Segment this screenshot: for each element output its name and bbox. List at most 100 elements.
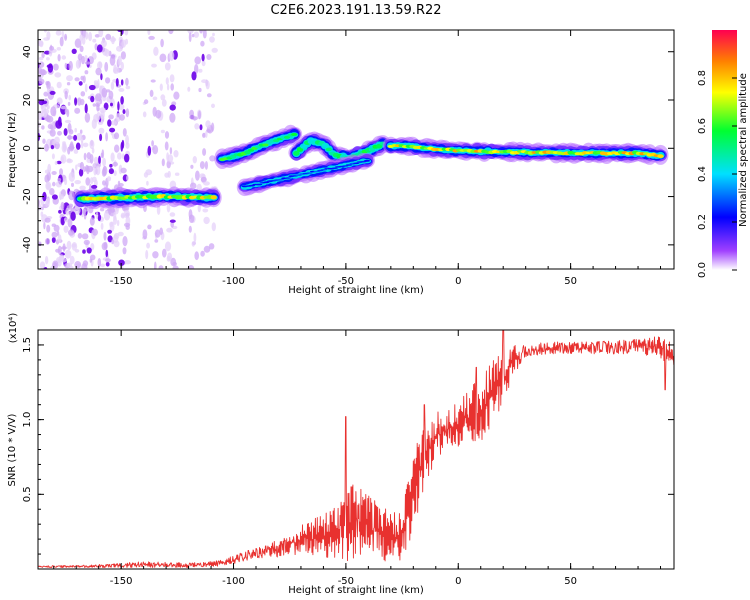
noise-speckle	[100, 222, 104, 230]
noise-speckle	[212, 32, 215, 37]
noise-speckle	[169, 112, 176, 123]
noise-speckle	[109, 163, 113, 168]
noise-speckle	[113, 215, 117, 225]
noise-speckle	[84, 70, 89, 75]
y-tick-label: 1.5	[22, 337, 33, 353]
noise-speckle	[110, 102, 113, 107]
noise-speckle	[56, 160, 62, 165]
noise-speckle	[88, 84, 96, 91]
noise-speckle	[105, 261, 110, 267]
noise-speckle	[69, 255, 75, 265]
noise-speckle	[194, 251, 199, 261]
noise-speckle	[80, 136, 84, 143]
noise-speckle	[83, 142, 89, 148]
noise-speckle	[209, 155, 216, 162]
noise-speckle	[206, 54, 212, 60]
x-tick-label: -150	[110, 576, 133, 587]
noise-speckle	[198, 87, 202, 93]
noise-speckle	[71, 182, 74, 187]
noise-speckle	[202, 148, 207, 156]
noise-speckle	[64, 90, 68, 100]
noise-speckle	[49, 188, 55, 196]
noise-speckle	[44, 256, 49, 265]
noise-speckle	[114, 144, 120, 153]
noise-speckle	[52, 181, 56, 187]
noise-speckle	[55, 180, 63, 188]
noise-speckle	[96, 44, 103, 53]
noise-speckle	[56, 81, 62, 89]
noise-speckle	[125, 134, 129, 145]
noise-speckle	[77, 97, 82, 106]
noise-speckle	[105, 132, 108, 142]
noise-speckle	[113, 170, 117, 177]
noise-speckle	[92, 228, 98, 236]
y-tick-label: -20	[22, 188, 33, 204]
ridge-cell	[322, 143, 329, 147]
noise-speckle	[172, 265, 179, 269]
noise-speckle	[45, 114, 51, 123]
colorbar-tick-label: 0.4	[697, 166, 708, 182]
noise-speckle	[161, 158, 165, 167]
noise-speckle	[121, 39, 127, 48]
noise-speckle	[211, 103, 215, 109]
noise-speckle	[199, 161, 205, 170]
noise-speckle	[89, 139, 95, 150]
noise-speckle	[162, 248, 167, 258]
noise-speckle	[80, 91, 86, 97]
noise-speckle	[151, 140, 155, 147]
noise-speckle	[203, 245, 211, 253]
noise-speckle	[102, 165, 108, 176]
noise-speckle	[59, 168, 63, 176]
ridge-cell	[248, 184, 256, 187]
noise-speckle	[169, 147, 173, 155]
noise-speckle	[160, 94, 166, 101]
noise-speckle	[194, 56, 201, 65]
noise-speckle	[102, 157, 106, 167]
noise-speckle	[108, 114, 114, 120]
x-tick-label: 0	[455, 576, 461, 587]
noise-speckle	[147, 224, 152, 230]
noise-speckle	[73, 205, 81, 215]
noise-speckle	[169, 212, 176, 217]
noise-speckle	[51, 237, 56, 243]
noise-speckle	[120, 141, 124, 152]
noise-speckle	[67, 122, 72, 133]
noise-speckle	[91, 147, 95, 154]
noise-speckle	[64, 249, 72, 259]
noise-speckle	[98, 127, 105, 134]
colorbar-label: Normalized spectral amplitude	[738, 73, 749, 227]
noise-speckle	[102, 180, 106, 186]
noise-speckle	[149, 89, 154, 97]
noise-speckle	[54, 72, 62, 78]
noise-speckle	[110, 81, 115, 90]
figure-title: C2E6.2023.191.13.59.R22	[270, 3, 441, 18]
noise-speckle	[143, 172, 149, 178]
noise-speckle	[189, 182, 197, 190]
noise-speckle	[150, 79, 156, 83]
noise-speckle	[191, 241, 195, 247]
noise-speckle	[203, 216, 210, 225]
noise-region	[187, 30, 218, 269]
noise-speckle	[41, 109, 48, 118]
noise-speckle	[147, 145, 152, 156]
y-tick-label: 0	[22, 145, 33, 151]
noise-speckle	[95, 165, 101, 176]
noise-speckle	[113, 132, 120, 140]
ridge-cell	[345, 164, 353, 166]
noise-speckle	[41, 206, 44, 211]
noise-speckle	[59, 36, 64, 47]
noise-speckle	[112, 161, 118, 167]
noise-speckle	[202, 208, 209, 213]
noise-speckle	[60, 246, 67, 250]
noise-speckle	[174, 172, 180, 176]
noise-speckle	[38, 78, 45, 85]
noise-speckle	[92, 163, 96, 168]
noise-speckle	[160, 38, 164, 48]
noise-speckle	[54, 136, 60, 145]
noise-speckle	[93, 156, 99, 164]
colorbar-tick-label: 0.8	[697, 70, 708, 86]
noise-speckle	[63, 128, 68, 136]
noise-speckle	[47, 63, 54, 73]
noise-speckle	[119, 114, 125, 121]
noise-speckle	[85, 177, 91, 186]
